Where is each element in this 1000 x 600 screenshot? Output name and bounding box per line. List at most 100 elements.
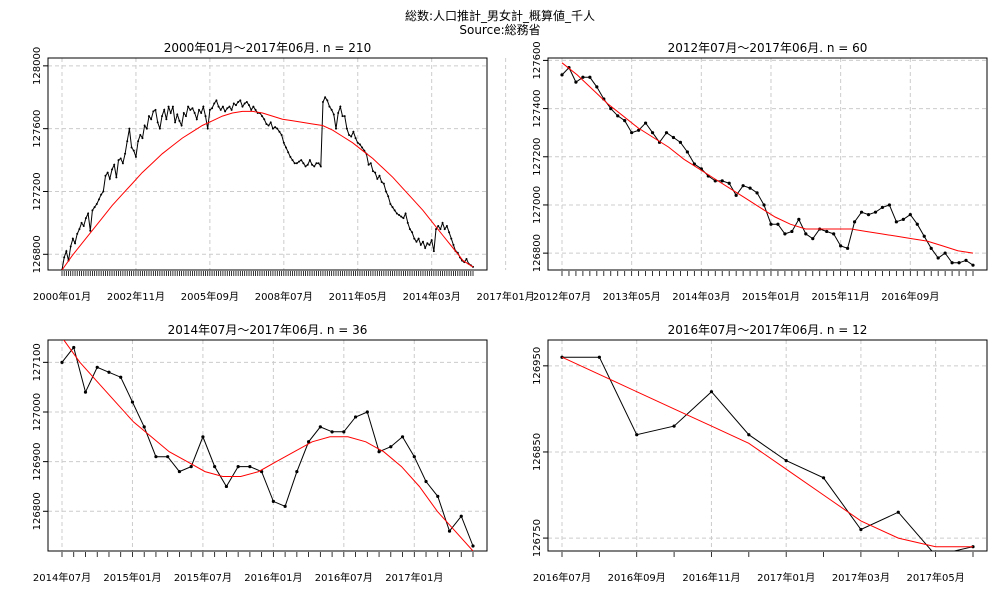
data-point [755, 191, 759, 195]
data-point [443, 228, 446, 231]
data-point [78, 228, 81, 231]
data-point [184, 115, 187, 118]
data-point [97, 198, 100, 201]
data-point [348, 133, 351, 136]
data-point [424, 479, 428, 484]
data-point [411, 231, 414, 234]
data-point [395, 212, 398, 215]
data-point [139, 133, 142, 136]
smooth-trend-line [61, 110, 474, 270]
data-point [65, 250, 68, 253]
y-tick-label: 126750 [532, 519, 543, 557]
y-tick-label: 126950 [532, 347, 543, 385]
data-point [111, 168, 114, 171]
data-point [595, 85, 599, 89]
data-point [367, 163, 370, 166]
data-point [232, 102, 235, 105]
data-point [271, 499, 275, 503]
data-point [441, 221, 444, 224]
data-point [465, 258, 468, 261]
data-point [747, 433, 751, 437]
data-point [145, 127, 148, 130]
data-point [421, 240, 424, 243]
y-tick-label: 127600 [532, 41, 543, 79]
data-point [859, 210, 864, 214]
data-point [426, 242, 429, 245]
data-point [201, 435, 205, 439]
data-point [117, 159, 120, 162]
smooth-trend-line [561, 356, 973, 548]
data-point [908, 212, 912, 217]
data-point [217, 105, 220, 108]
panel-title: 2000年01月～2017年06月. n = 210 [164, 41, 371, 55]
x-tick-label: 2016年09月 [608, 571, 666, 584]
smooth-trend-line [63, 340, 474, 551]
data-point [224, 110, 227, 113]
data-point [337, 111, 340, 114]
data-point [330, 108, 333, 111]
y-tick-label: 127200 [532, 138, 543, 176]
data-point [177, 469, 182, 474]
y-tick-label: 127100 [32, 343, 43, 381]
data-point [393, 209, 396, 212]
figure-title: 総数:人口推計_男女計_概算値_千人 [404, 9, 596, 23]
data-point [298, 160, 301, 163]
data-point [206, 127, 209, 130]
data-point [245, 100, 248, 103]
data-point [128, 127, 131, 130]
data-point [147, 115, 150, 118]
data-point [315, 162, 318, 165]
x-tick-label: 2012年07月 [533, 290, 591, 303]
data-point [672, 424, 676, 428]
data-point [832, 232, 836, 236]
y-tick-label: 127400 [532, 89, 543, 127]
data-point [119, 157, 122, 160]
data-point [189, 465, 193, 469]
data-point [650, 131, 655, 135]
data-point [284, 146, 287, 149]
data-point [846, 246, 850, 250]
y-tick-label: 126850 [532, 433, 543, 471]
data-series-line [61, 346, 474, 547]
y-tick-label: 127200 [32, 172, 43, 210]
data-point [330, 430, 334, 434]
data-point [741, 184, 745, 188]
data-point [95, 203, 98, 206]
data-point [121, 162, 124, 165]
data-point [852, 220, 857, 224]
data-point [377, 450, 381, 454]
plot-frame [47, 339, 488, 552]
y-tick-label: 126800 [32, 492, 43, 530]
data-point [150, 118, 153, 121]
data-point [224, 484, 228, 489]
data-point [428, 243, 431, 246]
data-point [267, 124, 270, 127]
data-point [408, 228, 411, 231]
x-tick-label: 2017年03月 [832, 571, 890, 584]
data-point [213, 102, 216, 105]
data-point [873, 210, 878, 214]
y-tick-label: 127000 [32, 393, 43, 431]
data-point [685, 150, 689, 154]
data-point [400, 435, 405, 439]
data-point [825, 229, 829, 234]
data-point [219, 108, 222, 111]
y-tick-label: 128000 [32, 47, 43, 85]
data-point [734, 193, 738, 197]
x-tick-label: 2014年07月 [33, 571, 91, 584]
data-point [387, 195, 390, 198]
data-point [200, 111, 203, 114]
data-point [211, 107, 214, 110]
data-point [271, 127, 274, 130]
data-point [274, 126, 277, 129]
data-point [448, 231, 451, 234]
data-point [922, 234, 926, 238]
data-point [191, 107, 194, 110]
x-tick-label: 2016年09月 [881, 290, 939, 303]
data-point [358, 143, 361, 146]
data-point [371, 170, 374, 173]
data-point [167, 105, 170, 108]
